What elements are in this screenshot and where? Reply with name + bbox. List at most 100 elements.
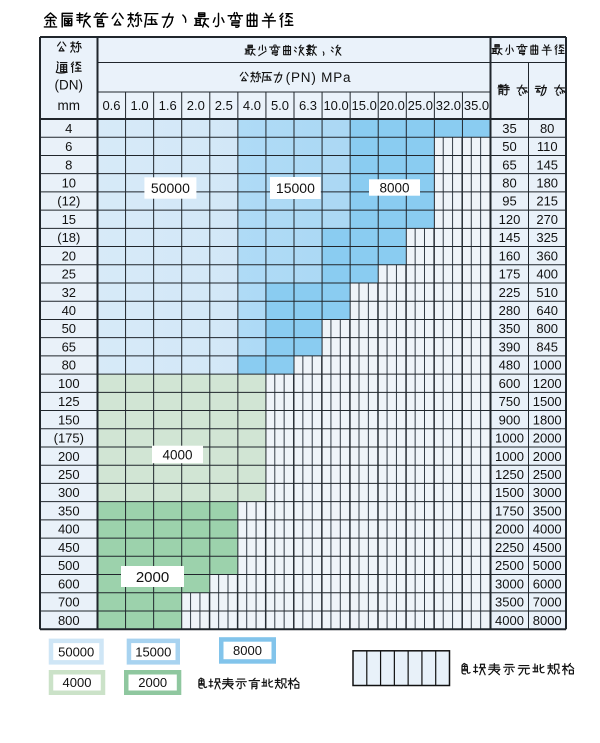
svg-text:2000: 2000: [533, 449, 562, 464]
svg-text:(12): (12): [57, 194, 80, 209]
svg-text:900: 900: [499, 412, 521, 427]
svg-text:20: 20: [62, 248, 76, 263]
svg-text:2.5: 2.5: [215, 98, 233, 113]
svg-text:125: 125: [58, 394, 80, 409]
svg-text:4500: 4500: [533, 540, 562, 555]
svg-text:450: 450: [58, 540, 80, 555]
svg-text:32.0: 32.0: [436, 98, 461, 113]
svg-text:(18): (18): [57, 230, 80, 245]
svg-text:350: 350: [499, 321, 521, 336]
svg-text:1000: 1000: [495, 449, 524, 464]
svg-text:95: 95: [502, 194, 516, 209]
svg-text:5000: 5000: [533, 558, 562, 573]
svg-text:120: 120: [499, 212, 521, 227]
svg-text:15.0: 15.0: [352, 98, 377, 113]
svg-text:4000: 4000: [495, 613, 524, 628]
svg-text:1800: 1800: [533, 412, 562, 427]
svg-text:1200: 1200: [533, 376, 562, 391]
svg-text:270: 270: [536, 212, 558, 227]
svg-text:1500: 1500: [533, 394, 562, 409]
svg-text:4000: 4000: [533, 522, 562, 537]
svg-text:4000: 4000: [162, 447, 192, 462]
svg-text:160: 160: [499, 248, 521, 263]
svg-text:325: 325: [536, 230, 558, 245]
svg-text:4.0: 4.0: [243, 98, 261, 113]
svg-text:500: 500: [58, 558, 80, 573]
svg-text:2000: 2000: [138, 675, 167, 690]
svg-text:145: 145: [536, 157, 558, 172]
svg-text:4: 4: [65, 121, 72, 136]
svg-text:350: 350: [58, 504, 80, 519]
svg-text:110: 110: [537, 139, 558, 154]
svg-text:480: 480: [499, 358, 521, 373]
svg-text:280: 280: [499, 303, 521, 318]
svg-text:640: 640: [536, 303, 558, 318]
svg-text:(DN): (DN): [55, 78, 84, 93]
svg-text:25: 25: [62, 267, 76, 282]
svg-text:25.0: 25.0: [408, 98, 433, 113]
svg-text:50000: 50000: [58, 644, 94, 659]
svg-text:3500: 3500: [533, 504, 562, 519]
svg-text:360: 360: [536, 248, 558, 263]
svg-text:15000: 15000: [276, 180, 315, 196]
svg-text:1250: 1250: [495, 467, 524, 482]
svg-text:400: 400: [536, 267, 558, 282]
svg-text:2250: 2250: [495, 540, 524, 555]
svg-text:4000: 4000: [63, 675, 92, 690]
svg-text:35: 35: [502, 121, 516, 136]
svg-text:750: 750: [499, 394, 521, 409]
svg-text:10.0: 10.0: [323, 98, 348, 113]
svg-text:50000: 50000: [151, 180, 190, 196]
svg-text:20.0: 20.0: [380, 98, 405, 113]
svg-text:10: 10: [62, 176, 76, 191]
svg-text:6000: 6000: [533, 576, 562, 591]
svg-text:2000: 2000: [136, 569, 169, 586]
svg-text:1.0: 1.0: [131, 98, 149, 113]
svg-text:2500: 2500: [495, 558, 524, 573]
svg-text:5.0: 5.0: [271, 98, 289, 113]
svg-text:6: 6: [65, 139, 72, 154]
svg-text:3000: 3000: [495, 576, 524, 591]
svg-text:3000: 3000: [533, 485, 562, 500]
svg-text:2000: 2000: [495, 522, 524, 537]
svg-text:8000: 8000: [233, 643, 262, 658]
svg-text:7000: 7000: [533, 595, 562, 610]
svg-text:400: 400: [58, 522, 80, 537]
svg-text:510: 510: [536, 285, 558, 300]
svg-text:150: 150: [58, 412, 80, 427]
svg-text:15000: 15000: [135, 644, 171, 659]
svg-text:2000: 2000: [533, 431, 562, 446]
svg-text:0.6: 0.6: [102, 98, 120, 113]
svg-text:8000: 8000: [533, 613, 562, 628]
svg-text:1500: 1500: [495, 485, 524, 500]
svg-text:250: 250: [58, 467, 80, 482]
svg-text:300: 300: [58, 485, 80, 500]
svg-text:845: 845: [536, 340, 558, 355]
svg-text:8000: 8000: [379, 180, 409, 195]
svg-text:80: 80: [62, 358, 76, 373]
svg-text:50: 50: [502, 139, 516, 154]
svg-text:6.3: 6.3: [299, 98, 317, 113]
svg-text:2.0: 2.0: [187, 98, 205, 113]
svg-text:80: 80: [540, 121, 554, 136]
svg-text:50: 50: [62, 321, 76, 336]
svg-text:215: 215: [536, 194, 558, 209]
svg-text:600: 600: [499, 376, 521, 391]
svg-text:mm: mm: [58, 98, 81, 113]
svg-text:225: 225: [499, 285, 521, 300]
svg-text:700: 700: [58, 595, 80, 610]
svg-text:35.0: 35.0: [464, 98, 489, 113]
svg-text:200: 200: [58, 449, 80, 464]
svg-text:1000: 1000: [495, 431, 524, 446]
svg-text:1.6: 1.6: [159, 98, 177, 113]
svg-text:2500: 2500: [533, 467, 562, 482]
svg-text:600: 600: [58, 576, 80, 591]
svg-text:800: 800: [536, 321, 558, 336]
svg-text:65: 65: [62, 340, 76, 355]
svg-text:(PN) MPa: (PN) MPa: [286, 70, 352, 85]
svg-text:100: 100: [58, 376, 80, 391]
svg-text:175: 175: [499, 267, 521, 282]
svg-text:(175): (175): [54, 431, 84, 446]
svg-text:40: 40: [62, 303, 76, 318]
svg-text:15: 15: [62, 212, 76, 227]
